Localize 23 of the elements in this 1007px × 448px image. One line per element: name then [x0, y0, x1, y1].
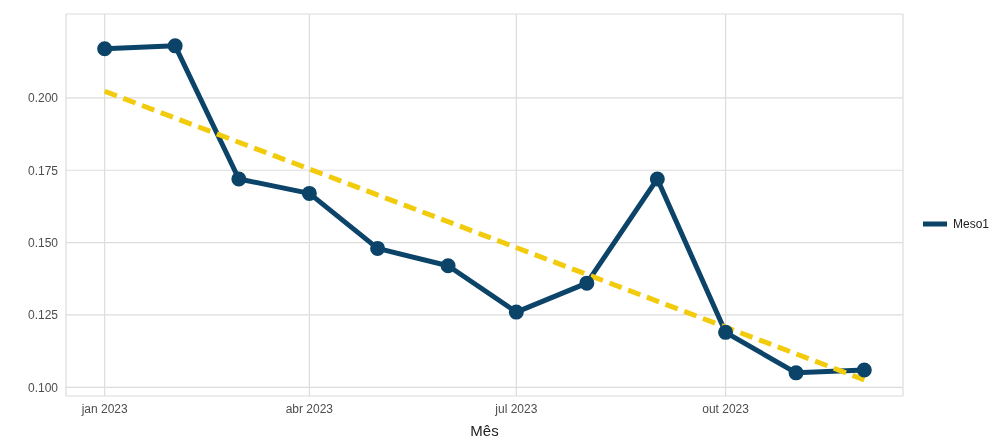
point [440, 258, 456, 274]
point [788, 365, 804, 381]
point [856, 362, 872, 378]
point [579, 275, 595, 291]
x-tick-label: out 2023 [702, 401, 750, 416]
point [231, 171, 247, 187]
x-tick-label: jul 2023 [494, 401, 538, 416]
y-tick-label: 0.125 [27, 308, 59, 323]
x-tick-label: jan 2023 [80, 401, 129, 416]
point [370, 240, 386, 256]
point [649, 171, 665, 187]
y-tick-label: 0.150 [27, 235, 59, 250]
y-tick-label: 0.200 [27, 91, 59, 106]
point [301, 185, 317, 201]
point [97, 41, 113, 57]
legend-label: Meso1 [952, 217, 989, 231]
point [508, 304, 524, 320]
y-tick-label: 0.175 [27, 163, 59, 178]
point [167, 38, 183, 54]
x-axis-title: Mês [470, 422, 499, 439]
point [718, 324, 734, 340]
y-tick-label: 0.100 [27, 380, 59, 395]
x-tick-label: abr 2023 [285, 401, 334, 416]
